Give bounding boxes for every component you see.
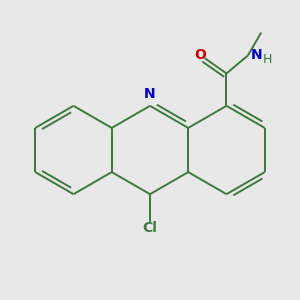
Text: Cl: Cl [142, 221, 158, 235]
Text: N: N [144, 87, 156, 101]
Text: O: O [194, 48, 206, 62]
Text: H: H [263, 53, 273, 66]
Text: N: N [250, 49, 262, 62]
